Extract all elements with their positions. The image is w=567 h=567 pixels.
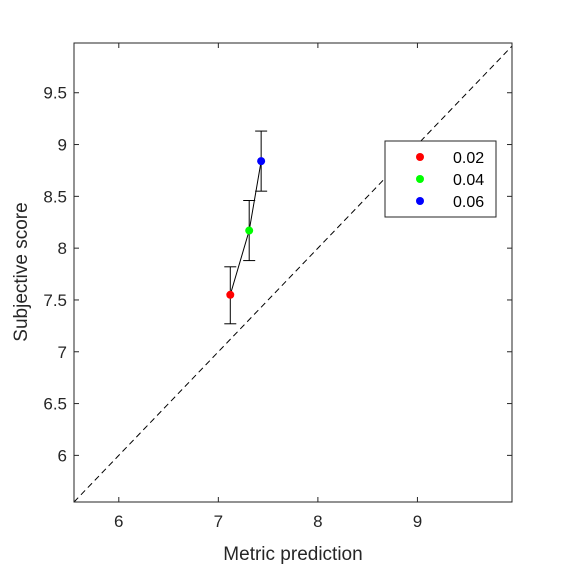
y-tick-label-4: 8 xyxy=(58,239,67,258)
plot-frame xyxy=(73,42,513,503)
y-tick-label-2: 7 xyxy=(58,343,67,362)
data-point-2 xyxy=(257,157,266,166)
y-tick-label-6: 9 xyxy=(58,136,67,155)
legend-marker-1 xyxy=(416,175,424,183)
reference-line-layer xyxy=(73,45,513,503)
x-tick-label-1: 7 xyxy=(214,512,223,531)
data-point-layer xyxy=(226,157,266,299)
y-tick-label-3: 7.5 xyxy=(43,291,67,310)
tick-layer: 6 7 8 9 6 6.5 7 7.5 8 8.5 9 9.5 xyxy=(43,43,512,531)
legend-box xyxy=(384,140,497,218)
x-axis-label: Metric prediction xyxy=(223,544,362,565)
x-tick-label-0: 6 xyxy=(114,512,123,531)
legend-label-2: 0.06 xyxy=(453,194,484,211)
diagonal-reference-line xyxy=(73,45,513,503)
y-tick-label-7: 9.5 xyxy=(43,84,67,103)
legend-marker-0 xyxy=(416,153,424,161)
legend-label-0: 0.02 xyxy=(453,150,484,167)
y-tick-label-5: 8.5 xyxy=(43,187,67,206)
legend: 0.02 0.04 0.06 xyxy=(384,140,497,218)
legend-marker-2 xyxy=(416,197,424,205)
x-tick-label-2: 8 xyxy=(313,512,322,531)
data-point-1 xyxy=(245,226,254,235)
x-tick-label-3: 9 xyxy=(413,512,422,531)
data-point-0 xyxy=(226,290,235,299)
y-axis-label: Subjective score xyxy=(11,202,32,341)
legend-label-1: 0.04 xyxy=(453,172,484,189)
y-tick-label-1: 6.5 xyxy=(43,395,67,414)
y-tick-label-0: 6 xyxy=(58,446,67,465)
